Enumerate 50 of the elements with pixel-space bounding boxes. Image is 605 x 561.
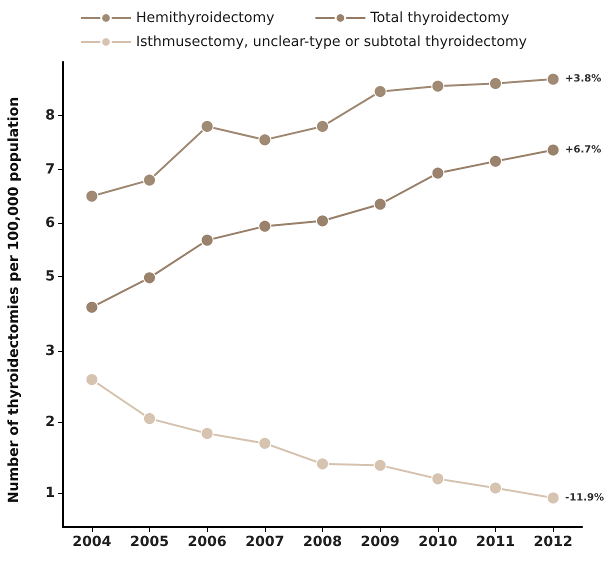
x-tick-label: 2012	[534, 534, 573, 550]
legend-label: Isthmusectomy, unclear-type or subtotal thyroidectomy	[136, 34, 527, 50]
point	[489, 154, 502, 168]
point	[374, 85, 387, 98]
point	[374, 458, 387, 472]
y-tick-label: 5	[45, 268, 55, 285]
point	[489, 482, 502, 495]
point	[431, 472, 444, 486]
x-tick-label: 2010	[418, 534, 458, 550]
x-tick-label: 2005	[130, 534, 169, 550]
point	[143, 412, 156, 426]
point	[258, 220, 272, 233]
point	[85, 190, 98, 203]
x-tick-label: 2007	[245, 534, 284, 550]
point	[200, 426, 214, 440]
point	[316, 120, 329, 133]
point	[200, 234, 214, 247]
y-tick-label: 3	[45, 343, 55, 360]
point	[546, 144, 560, 157]
point	[258, 133, 272, 146]
y-tick-label: 6	[45, 215, 55, 232]
point	[316, 457, 329, 470]
y-axis-title: Number of thyroidectomies per 100,000 population	[6, 96, 22, 504]
point	[200, 120, 214, 133]
annotation: -11.9%	[565, 492, 604, 504]
point	[143, 271, 156, 284]
y-tick-label: 2	[45, 414, 55, 430]
point	[258, 436, 272, 450]
annotation: +6.7%	[565, 144, 602, 156]
point	[143, 174, 156, 187]
point	[546, 72, 560, 86]
y-tick-label: 7	[45, 161, 55, 178]
point	[316, 214, 329, 228]
legend-label: Total thyroidectomy	[369, 10, 510, 26]
point	[431, 166, 444, 180]
point	[85, 300, 98, 314]
point	[85, 373, 98, 386]
x-tick-label: 2011	[476, 534, 515, 550]
x-tick-label: 2006	[188, 534, 227, 550]
point	[546, 491, 560, 504]
point	[431, 80, 444, 93]
point	[374, 198, 387, 211]
y-tick-label: 1	[45, 484, 55, 501]
x-tick-label: 2008	[303, 534, 342, 550]
point	[489, 76, 502, 90]
y-tick-label: 8	[45, 108, 55, 124]
x-tick-label: 2009	[360, 534, 400, 550]
x-tick-label: 2004	[72, 534, 112, 550]
legend-label: Hemithyroidectomy	[136, 10, 274, 26]
annotation: +3.8%	[565, 74, 602, 85]
